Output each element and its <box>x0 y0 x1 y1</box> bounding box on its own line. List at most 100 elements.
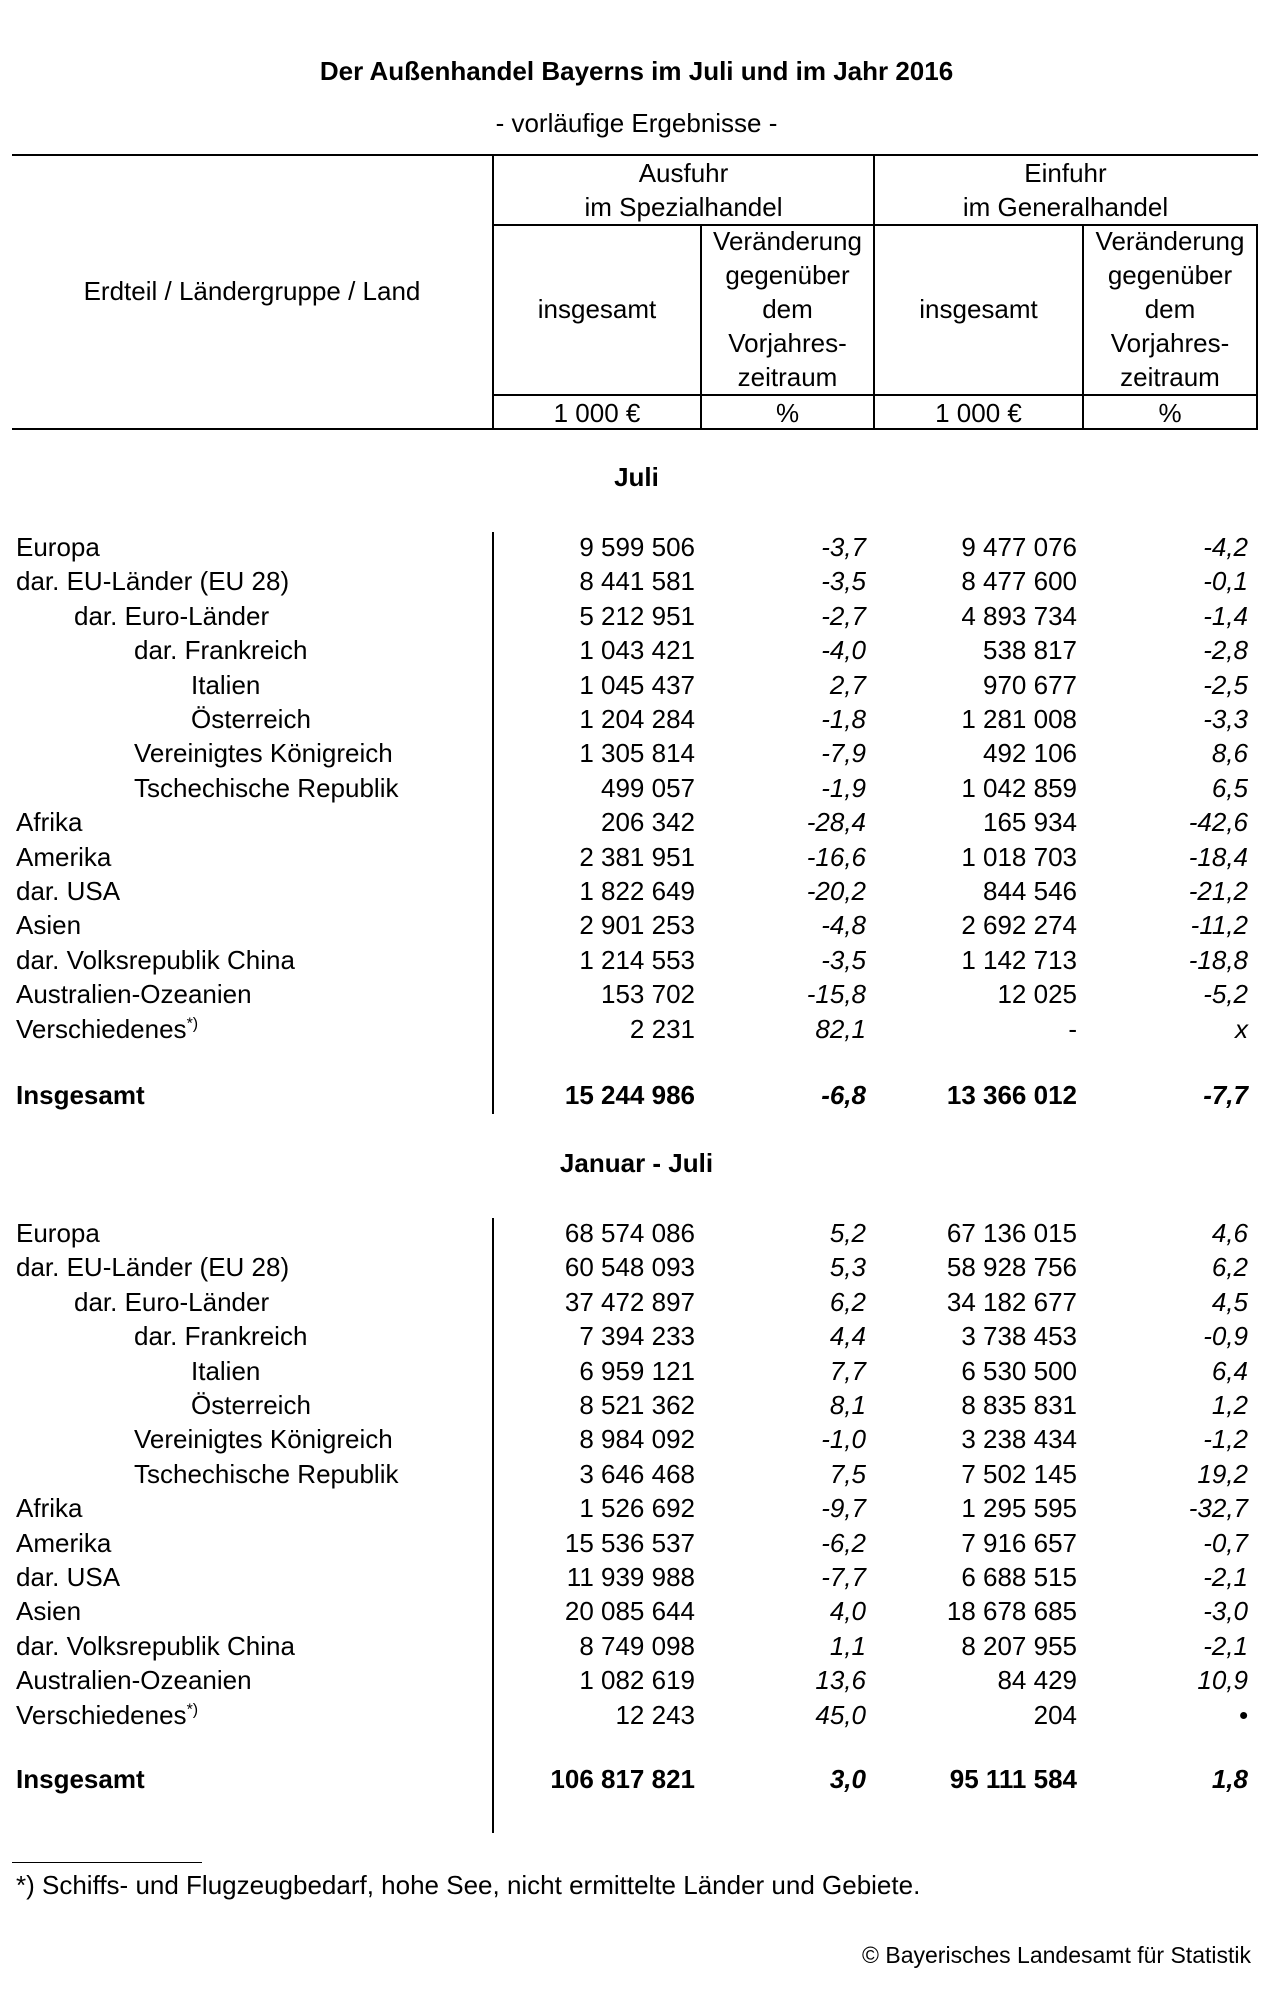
table-row-exp-chg: -3,7 <box>821 532 866 562</box>
table-row-imp: 204 <box>1033 1699 1077 1730</box>
copyright: © Bayerisches Landesamt für Statistik <box>862 1942 1251 1968</box>
table-row-exp: 60 548 093 <box>564 1252 695 1283</box>
table-row-exp: 7 394 233 <box>579 1321 695 1352</box>
export-unit: 1 000 € <box>553 398 641 428</box>
table-row-imp-chg: -21,2 <box>1188 876 1248 906</box>
table-row-exp: 153 702 <box>601 979 695 1010</box>
import-change-unit: % <box>1158 398 1182 428</box>
table-row-label: Tschechische Republik <box>134 772 399 803</box>
table-row-exp-chg: -15,8 <box>806 979 866 1010</box>
table-row-imp: 67 136 015 <box>946 1218 1077 1248</box>
table-row-exp-chg: -1,0 <box>821 1424 866 1455</box>
table-row-exp-chg: -1,8 <box>821 704 866 734</box>
table-row-label: Asien <box>16 910 82 941</box>
change-header-line: gegenüber <box>725 260 850 290</box>
import-total-header: insgesamt <box>919 294 1038 324</box>
table-row-exp-chg: -16,6 <box>806 841 866 872</box>
table-row-exp-chg: 7,5 <box>829 1458 866 1489</box>
table-row-imp: 34 182 677 <box>946 1286 1077 1317</box>
header-top-rule <box>12 154 1258 156</box>
table-row-imp: 844 546 <box>983 876 1077 906</box>
change-header-line: Veränderung <box>713 226 862 256</box>
table-row-imp: 18 678 685 <box>946 1596 1077 1627</box>
table-row-label: dar. Frankreich <box>134 635 308 666</box>
table-row-exp-chg: -3,5 <box>821 944 866 975</box>
table-row-exp: 1 526 692 <box>579 1493 695 1524</box>
table-row-imp-chg: -0,9 <box>1203 1321 1248 1352</box>
table-row-label: Afrika <box>16 807 83 838</box>
table-row-exp-chg: -7,9 <box>821 738 866 769</box>
table-row-imp-chg: x <box>1235 1013 1248 1044</box>
export-total-header: insgesamt <box>537 294 657 324</box>
table-row-imp: 538 817 <box>983 635 1077 666</box>
table-row-exp: 11 939 988 <box>566 1562 695 1592</box>
table-row-exp: 8 521 362 <box>579 1390 695 1420</box>
change-header-line: gegenüber <box>1107 260 1233 290</box>
total-row-exp: 106 817 821 <box>550 1764 695 1794</box>
export-change-unit: % <box>775 398 800 428</box>
table-row-label: Europa <box>16 532 100 562</box>
table-row-imp-chg: 6,2 <box>1211 1252 1248 1283</box>
change-header-line: zeitraum <box>1120 362 1220 392</box>
table-row-imp: 8 477 600 <box>961 566 1077 597</box>
table-row-imp-chg: -11,2 <box>1190 910 1248 941</box>
total-row-label: Insgesamt <box>16 1080 145 1110</box>
table-row-label: Vereinigtes Königreich <box>134 1424 393 1455</box>
table-row-imp-chg: • <box>1238 1699 1248 1730</box>
table-row-exp-chg: 5,3 <box>829 1252 866 1283</box>
table-row-exp: 1 305 814 <box>579 738 695 769</box>
table-row-exp: 1 043 421 <box>579 635 695 666</box>
table-row-imp-chg: -2,1 <box>1203 1562 1248 1592</box>
table-row-exp-chg: -6,2 <box>821 1527 866 1558</box>
import-header-line: Einfuhr <box>1024 158 1107 188</box>
header-divider <box>700 224 702 430</box>
table-row-imp-chg: 19,2 <box>1197 1458 1248 1489</box>
table-row-exp: 20 085 644 <box>564 1596 695 1627</box>
export-header-line: im Spezialhandel <box>584 192 783 222</box>
footnote: *) Schiffs- und Flugzeugbedarf, hohe See… <box>16 1870 921 1900</box>
table-row-label: dar. Volksrepublik China <box>16 1630 295 1661</box>
table-row-imp: 3 738 453 <box>961 1321 1077 1352</box>
table-row-imp: 1 142 713 <box>961 944 1077 975</box>
table-row-exp: 499 057 <box>601 772 695 803</box>
table-row-label: Amerika <box>16 1527 112 1558</box>
change-header-line: Vorjahres- <box>728 328 847 358</box>
export-change-header: Veränderung gegenüber dem Vorjahres- zei… <box>702 224 873 394</box>
table-row-imp-chg: -1,2 <box>1203 1424 1248 1455</box>
table-row-imp-chg: -18,4 <box>1188 841 1248 872</box>
table-row-imp: 1 295 595 <box>961 1493 1077 1524</box>
import-unit: 1 000 € <box>935 398 1022 428</box>
table-row-imp-chg: -3,3 <box>1203 704 1248 734</box>
table-row-exp: 1 204 284 <box>579 704 695 734</box>
table-row-imp: 1 281 008 <box>961 704 1077 734</box>
section-title: Januar - Juli <box>559 1148 714 1178</box>
table-row-exp: 2 381 951 <box>579 841 695 872</box>
total-row-imp-chg: -7,7 <box>1203 1080 1248 1110</box>
table-row-exp: 9 599 506 <box>579 532 695 562</box>
table-row-exp: 6 959 121 <box>579 1355 695 1386</box>
table-row-imp: 12 025 <box>997 979 1077 1010</box>
table-row-label: dar. USA <box>16 876 121 906</box>
table-row-label: Italien <box>191 669 261 700</box>
table-row-imp-chg: 10,9 <box>1197 1665 1248 1696</box>
table-row-imp: 7 502 145 <box>961 1458 1077 1489</box>
import-group-header: Einfuhr im Generalhandel <box>875 156 1256 224</box>
table-row-exp-chg: 6,2 <box>829 1286 866 1317</box>
table-row-label: Tschechische Republik <box>134 1458 399 1489</box>
table-row-label: dar. EU-Länder (EU 28) <box>16 1252 290 1283</box>
table-row-exp-chg: -9,7 <box>821 1493 866 1524</box>
table-row-imp-chg: 1,2 <box>1211 1390 1248 1420</box>
table-row-label: Australien-Ozeanien <box>16 1665 252 1696</box>
table-row-exp-chg: 45,0 <box>815 1699 866 1730</box>
total-row-imp: 13 366 012 <box>946 1080 1077 1110</box>
total-row-exp-chg: -6,8 <box>821 1080 866 1110</box>
import-header-line: im Generalhandel <box>962 192 1169 222</box>
page-subtitle: - vorläufige Ergebnisse - <box>495 108 778 138</box>
table-row-label: Österreich <box>191 1390 311 1420</box>
header-divider <box>1082 224 1084 430</box>
table-row-exp: 206 342 <box>601 807 695 838</box>
table-row-imp-chg: -1,4 <box>1203 600 1248 631</box>
table-row-exp-chg: 1,1 <box>829 1630 866 1661</box>
table-row-imp-chg: -0,1 <box>1203 566 1248 597</box>
table-row-exp-chg: 4,4 <box>829 1321 866 1352</box>
